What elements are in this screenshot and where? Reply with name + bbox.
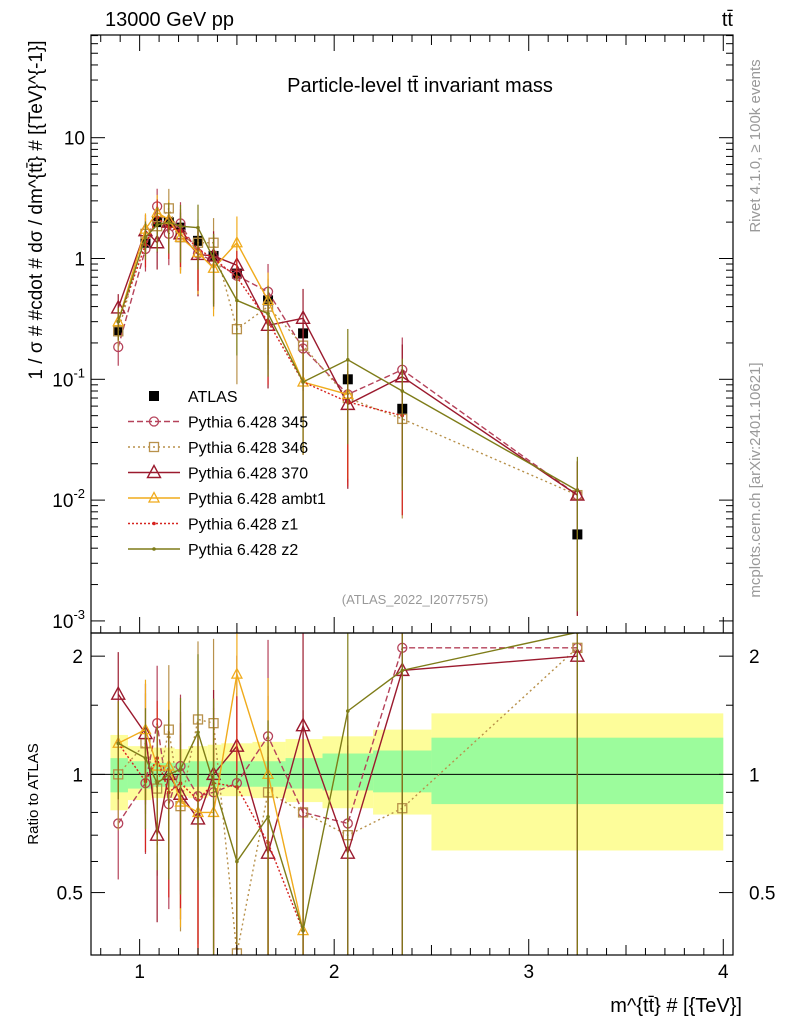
legend-entry-p346: Pythia 6.428 346	[128, 440, 308, 457]
ratio-point-z2	[346, 709, 350, 713]
series-z2	[116, 202, 580, 612]
ratio-point-p370	[110, 685, 126, 700]
stat-band-bin	[127, 761, 152, 789]
stat-band-bin	[110, 758, 128, 793]
ratio-point-p370	[295, 717, 311, 732]
ratio-point-z2	[235, 859, 239, 864]
ratio-point-z2	[196, 730, 200, 735]
y-tick-label: 1	[74, 249, 85, 270]
rivet-label: Rivet 4.1.0, ≥ 100k events	[747, 59, 764, 232]
legend-label: Pythia 6.428 z1	[188, 517, 298, 534]
data-point-z2	[143, 235, 148, 240]
energy-label: 13000 GeV pp	[105, 9, 234, 31]
data-point-z2	[211, 256, 216, 261]
ratio-ylabel: Ratio to ATLAS	[25, 743, 42, 844]
ratio-tick-label-left: 1	[72, 765, 83, 786]
series-line-z1	[117, 215, 403, 417]
legend-marker	[148, 441, 160, 453]
x-tick-label: 1	[134, 962, 145, 983]
stat-band-bin	[285, 758, 323, 789]
main-ylabel: 1 / σ # #cdot # dσ / dm^{tt̄} # [{TeV}^{…	[26, 40, 47, 379]
data-point-p370	[295, 309, 311, 324]
x-tick-label: 2	[329, 962, 340, 983]
ratio-line-z1	[117, 742, 304, 931]
legend-entry-z1: Pythia 6.428 z1	[128, 517, 298, 534]
data-point-z2	[196, 225, 200, 230]
ratio-point-z2	[211, 781, 216, 785]
legend-entry-ambt1: Pythia 6.428 ambt1	[128, 491, 326, 508]
legend-marker	[146, 464, 162, 479]
ratio-tick-label-left: 2	[72, 647, 83, 668]
data-point-z2	[346, 358, 350, 362]
y-tick-exponent: -3	[73, 607, 85, 622]
ratio-tick-label-right: 1	[749, 765, 760, 786]
ratio-series-z2	[116, 633, 580, 955]
x-tick-label: 4	[718, 962, 729, 983]
legend-marker	[148, 416, 160, 427]
ratio-point-z2	[167, 772, 171, 777]
y-tick-label: 10-3	[52, 607, 85, 633]
data-point-z2	[235, 298, 239, 303]
legend-marker	[147, 491, 161, 503]
legend-label: ATLAS	[188, 389, 238, 406]
legend-label: Pythia 6.428 345	[188, 415, 308, 432]
legend-entry-z2: Pythia 6.428 z2	[128, 542, 298, 559]
main-axes: 10-3 10-2 10-1 1 10	[52, 35, 733, 633]
data-point-z2	[155, 223, 159, 227]
data-point-z2	[400, 389, 405, 393]
series-line-ambt1	[117, 211, 348, 396]
y-tick-exponent: -2	[73, 486, 85, 501]
ratio-point-z2	[400, 668, 405, 673]
ratio-tick-label-left: 0.5	[57, 884, 83, 905]
y-tick-label: 10	[64, 129, 85, 150]
ratio-tick-label-right: 0.5	[749, 884, 775, 905]
ratio-point-z2	[155, 781, 159, 785]
ratio-line-ambt1	[117, 673, 304, 931]
ratio-data-layer	[91, 633, 733, 955]
legend-entry-p345: Pythia 6.428 345	[128, 415, 308, 432]
ratio-point-z2	[266, 814, 270, 819]
legend-entry-p370: Pythia 6.428 370	[128, 464, 308, 483]
data-point-ambt1	[230, 235, 243, 248]
y-tick-label: 10-2	[52, 486, 85, 512]
ratio-series-ambt1	[112, 633, 310, 955]
legend-label: Pythia 6.428 346	[188, 440, 308, 457]
data-point-z2	[116, 319, 121, 324]
ratio-point-z2	[301, 928, 305, 933]
legend-label: Pythia 6.428 370	[188, 466, 308, 483]
legend-entry-ATLAS: ATLAS	[149, 389, 238, 406]
legend-marker	[152, 547, 156, 551]
x-axis: 1 2 3 4	[100, 35, 729, 983]
ratio-panel: 2 2 1 1 0.5 0.5 Ratio to ATLAS	[25, 632, 776, 956]
watermark: (ATLAS_2022_I2077575)	[342, 592, 488, 607]
data-point-z2	[178, 224, 183, 229]
data-point-z2	[266, 311, 270, 316]
ratio-point-z2	[178, 767, 183, 772]
data-point-z2	[301, 380, 305, 384]
main-data-layer	[110, 188, 586, 616]
process-label: tt̄	[722, 9, 734, 31]
legend-marker	[149, 391, 159, 401]
data-point-z2	[167, 220, 171, 224]
y-tick-exponent: -1	[73, 365, 85, 380]
legend-label: Pythia 6.428 z2	[188, 542, 298, 559]
ratio-point-z2	[116, 741, 121, 746]
ratio-axes: 2 2 1 1 0.5 0.5	[57, 647, 776, 904]
ratio-point-z2	[143, 756, 148, 760]
legend-marker	[152, 521, 156, 526]
mcplots-label: mcplots.cern.ch [arXiv:2401.10621]	[747, 362, 764, 597]
ratio-point-ambt1	[230, 667, 243, 679]
chart-title: Particle-level tt̄ invariant mass	[287, 75, 553, 97]
legend: ATLAS Pythia 6.428 345 Pythia 6.428 346 Pyt…	[128, 389, 326, 559]
main-panel: 10-3 10-2 10-1 1 10 Particle-level tt̄ invar…	[26, 34, 734, 634]
x-tick-label: 3	[523, 962, 534, 983]
x-axis-label: m^{tt̄} # [{TeV}]	[610, 995, 742, 1017]
y-tick-label: 10-1	[52, 365, 85, 391]
data-point-z2	[575, 488, 580, 493]
legend-label: Pythia 6.428 ambt1	[188, 491, 326, 508]
ratio-tick-label-right: 2	[749, 647, 760, 668]
